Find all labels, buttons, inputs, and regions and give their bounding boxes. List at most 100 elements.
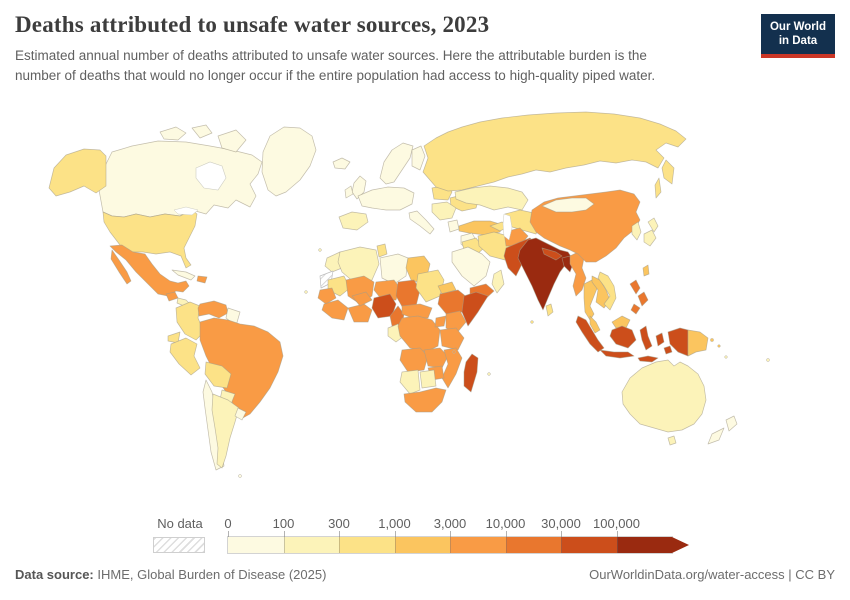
region-scandinavia[interactable] bbox=[379, 142, 414, 185]
data-source-text: IHME, Global Burden of Disease (2025) bbox=[93, 567, 327, 582]
mauritius[interactable] bbox=[487, 372, 491, 376]
license-link[interactable]: OurWorldinData.org/water-access | CC BY bbox=[589, 567, 835, 582]
owid-logo-box: Our World in Data bbox=[761, 14, 835, 54]
legend-tick-mark bbox=[339, 531, 340, 537]
region-italy[interactable] bbox=[408, 210, 435, 235]
region-namibia[interactable] bbox=[399, 369, 421, 395]
region-canada[interactable] bbox=[98, 140, 263, 218]
region-taiwan[interactable] bbox=[642, 264, 650, 277]
region-cuba[interactable] bbox=[171, 269, 196, 281]
region-cote_ghana[interactable] bbox=[347, 303, 373, 323]
region-zambia[interactable] bbox=[423, 347, 449, 369]
legend-bin-4[interactable] bbox=[450, 537, 506, 553]
legend-bin-3[interactable] bbox=[394, 537, 450, 553]
region-greenland[interactable] bbox=[261, 126, 317, 197]
region-finland[interactable] bbox=[411, 145, 426, 171]
region-malaysia[interactable] bbox=[589, 315, 631, 334]
legend-bin-7[interactable] bbox=[616, 537, 672, 553]
region-ireland[interactable] bbox=[344, 185, 354, 199]
region-iberia[interactable] bbox=[338, 211, 369, 231]
owid-logo-line2: in Data bbox=[778, 35, 818, 48]
region-guatemala[interactable] bbox=[165, 291, 179, 302]
no-data-swatch[interactable] bbox=[153, 537, 205, 553]
region-argentina[interactable] bbox=[211, 393, 240, 469]
region-iceland[interactable] bbox=[332, 157, 351, 170]
region-turkey[interactable] bbox=[458, 220, 504, 236]
region-tanzania[interactable] bbox=[439, 327, 465, 351]
solomon-islands[interactable] bbox=[710, 338, 714, 342]
region-peru[interactable] bbox=[169, 337, 201, 376]
region-hispaniola[interactable] bbox=[196, 275, 208, 284]
region-senegal[interactable] bbox=[317, 287, 337, 305]
legend-tick-label: 100,000 bbox=[593, 516, 640, 531]
region-algeria[interactable] bbox=[337, 246, 380, 285]
chart-header: Deaths attributed to unsafe water source… bbox=[15, 12, 835, 85]
region-niger[interactable] bbox=[373, 279, 401, 301]
region-indonesia[interactable] bbox=[575, 315, 689, 363]
legend-bin-1[interactable] bbox=[283, 537, 339, 553]
region-oman[interactable] bbox=[491, 269, 505, 294]
region-guinea_group[interactable] bbox=[321, 299, 349, 321]
region-libya[interactable] bbox=[379, 253, 409, 285]
region-south_africa[interactable] bbox=[403, 387, 447, 413]
region-balkans[interactable] bbox=[431, 201, 457, 221]
region-mongolia[interactable] bbox=[541, 197, 595, 213]
region-kenya[interactable] bbox=[445, 310, 467, 335]
legend-bin-0[interactable] bbox=[228, 537, 284, 553]
owid-url[interactable]: OurWorldinData.org/water-access | CC BY bbox=[589, 567, 835, 582]
region-uruguay[interactable] bbox=[234, 407, 247, 421]
region-korea[interactable] bbox=[631, 221, 642, 241]
vanuatu[interactable] bbox=[724, 355, 728, 359]
region-angola[interactable] bbox=[399, 347, 429, 373]
legend-bin-5[interactable] bbox=[505, 537, 561, 553]
region-malawi_moz[interactable] bbox=[441, 347, 463, 389]
caspian-sea bbox=[502, 213, 513, 241]
region-drc[interactable] bbox=[397, 315, 441, 353]
region-uganda[interactable] bbox=[434, 315, 447, 328]
fiji[interactable] bbox=[766, 358, 770, 362]
region-bolivia[interactable] bbox=[204, 361, 232, 389]
region-mexico[interactable] bbox=[109, 244, 190, 297]
region-tunisia[interactable] bbox=[376, 243, 388, 258]
region-vietnam[interactable] bbox=[597, 271, 617, 311]
region-philippines[interactable] bbox=[629, 279, 649, 315]
region-png[interactable] bbox=[687, 329, 709, 357]
region-somalia[interactable] bbox=[461, 291, 489, 327]
region-western_europe[interactable] bbox=[357, 186, 415, 211]
region-arctic_islands[interactable] bbox=[159, 124, 247, 153]
legend-tick-mark bbox=[450, 531, 451, 537]
region-kazakhstan[interactable] bbox=[454, 185, 529, 211]
comoros[interactable] bbox=[452, 350, 456, 354]
legend-tick-mark bbox=[505, 531, 507, 537]
falkland-islands[interactable] bbox=[238, 474, 242, 478]
legend-tick-label: 30,000 bbox=[541, 516, 581, 531]
maldives[interactable] bbox=[530, 320, 534, 324]
legend-tick-label: 100 bbox=[272, 516, 295, 531]
region-eritrea_dji[interactable] bbox=[437, 281, 457, 295]
region-saudi[interactable] bbox=[451, 246, 491, 287]
solomon-islands-2[interactable] bbox=[717, 344, 721, 348]
region-nepal[interactable] bbox=[541, 247, 563, 261]
region-nz[interactable] bbox=[707, 415, 738, 445]
legend-tick-label: 0 bbox=[224, 516, 232, 531]
legend-tick-label: 10,000 bbox=[485, 516, 526, 531]
region-madagascar[interactable] bbox=[463, 353, 479, 393]
region-botswana[interactable] bbox=[419, 369, 437, 389]
legend-bin-2[interactable] bbox=[339, 537, 395, 553]
region-japan[interactable] bbox=[643, 217, 659, 247]
map-legend: No data 0 100 300 1,000 3,000 10,000 30,000 100… bbox=[0, 514, 850, 560]
region-greece[interactable] bbox=[447, 219, 460, 233]
cape-verde[interactable] bbox=[304, 290, 308, 294]
region-car_ssudan[interactable] bbox=[401, 303, 433, 319]
region-venezuela[interactable] bbox=[197, 300, 229, 319]
region-burkina[interactable] bbox=[351, 291, 373, 307]
region-australia[interactable] bbox=[621, 359, 707, 446]
canary-islands[interactable] bbox=[318, 248, 322, 252]
region-russia[interactable] bbox=[422, 111, 687, 199]
region-sri_lanka[interactable] bbox=[545, 303, 554, 317]
owid-logo[interactable]: Our World in Data bbox=[761, 14, 835, 58]
legend-tick-mark bbox=[283, 531, 285, 537]
legend-bin-6[interactable] bbox=[561, 537, 617, 553]
